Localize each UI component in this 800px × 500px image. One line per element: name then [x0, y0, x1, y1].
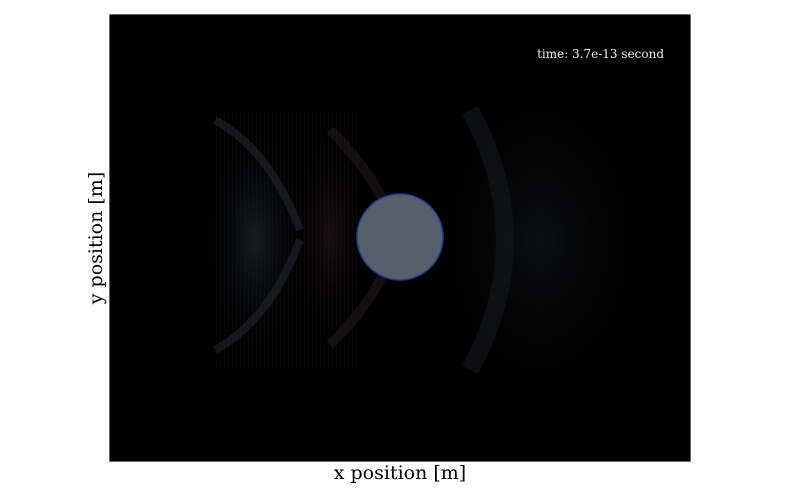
time-annotation: time: 3.7e-13 second: [537, 47, 664, 61]
wave-front-upper-left: [213, 116, 304, 232]
wave-front-lower-right: [326, 267, 390, 349]
scatterer-sphere: [356, 193, 444, 281]
wave-front-lower-left: [213, 238, 304, 354]
axes-frame: [109, 14, 691, 462]
wave-glow-right: [420, 60, 660, 420]
wave-front-far-right: [462, 105, 514, 375]
x-axis-label: x position [m]: [333, 462, 467, 484]
wave-stripes-left: [215, 110, 360, 370]
y-axis-label: y position [m]: [85, 171, 107, 305]
